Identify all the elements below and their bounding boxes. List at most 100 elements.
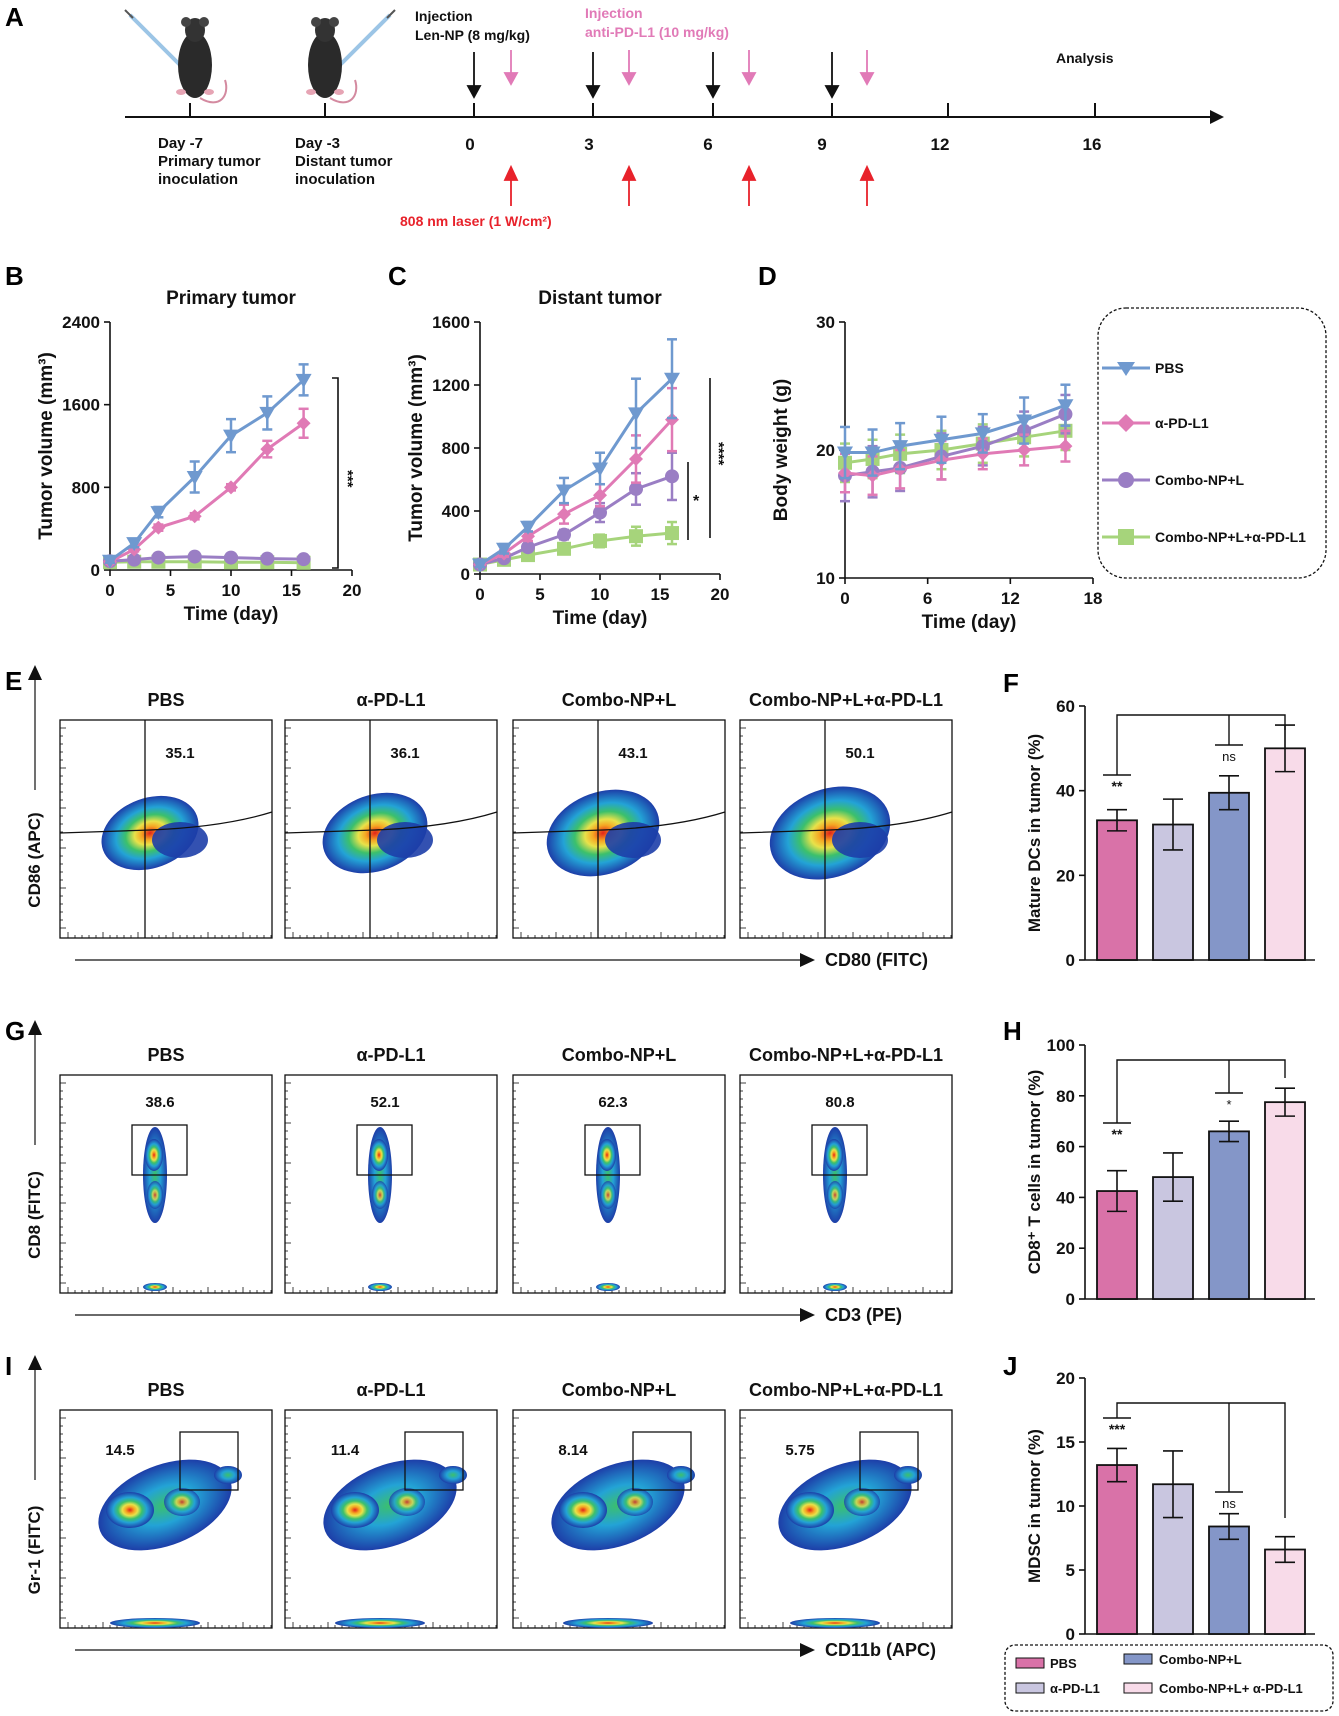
y-tick-label: 15 bbox=[1056, 1433, 1075, 1452]
gate-percentage: 5.75 bbox=[785, 1442, 814, 1459]
flow-plot: PBS 14.5 bbox=[59, 1380, 273, 1629]
y-tick-label: 100 bbox=[1047, 1036, 1075, 1055]
y-tick-label: 400 bbox=[442, 502, 470, 521]
density-cloud bbox=[790, 1618, 880, 1628]
data-point bbox=[127, 552, 142, 567]
data-point bbox=[472, 558, 488, 573]
y-tick-label: 1200 bbox=[432, 376, 470, 395]
gate-percentage: 62.3 bbox=[598, 1094, 627, 1111]
bar bbox=[1208, 791, 1250, 961]
flow-group-title: Combo-NP+L bbox=[562, 690, 677, 710]
legend-label: Combo-NP+L+α-PD-L1 bbox=[1155, 529, 1306, 545]
gate-percentage: 43.1 bbox=[618, 745, 647, 762]
data-point bbox=[102, 554, 118, 569]
quadrant-gate bbox=[284, 811, 498, 834]
flow-group-title: Combo-NP+L+α-PD-L1 bbox=[749, 1380, 943, 1400]
significance-label: ns bbox=[1222, 1496, 1236, 1511]
data-point bbox=[629, 481, 643, 496]
timeline-arrowhead bbox=[1210, 110, 1224, 124]
y-axis-label: CD8⁺ T cells in tumor (%) bbox=[1025, 1070, 1044, 1275]
y-tick-label: 40 bbox=[1056, 782, 1075, 801]
day-label: 16 bbox=[1083, 135, 1102, 154]
panel-label-b: B bbox=[5, 261, 24, 291]
bar bbox=[1208, 1130, 1250, 1300]
density-cloud bbox=[827, 1181, 843, 1209]
gate-box bbox=[859, 1431, 919, 1491]
y-axis-arrowhead bbox=[28, 1355, 42, 1370]
y-tick-label: 60 bbox=[1056, 697, 1075, 716]
panel-label-h: H bbox=[1003, 1016, 1022, 1046]
legend-item: α-PD-L1 bbox=[1102, 414, 1209, 432]
data-point bbox=[295, 373, 312, 388]
significance-label: * bbox=[693, 493, 700, 510]
x-axis-arrowhead bbox=[800, 1308, 815, 1322]
y-tick-label: 5 bbox=[1066, 1561, 1075, 1580]
panel-e: E PBS35.1α-PD-L136.1Combo-NP+L43.1Combo-… bbox=[5, 665, 953, 970]
flow-group-title: Combo-NP+L bbox=[562, 1380, 677, 1400]
day-label: 0 bbox=[465, 135, 474, 154]
legend-item: α-PD-L1 bbox=[1015, 1681, 1100, 1696]
panel-g: G PBS38.6α-PD-L152.1Combo-NP+L62.3Combo-… bbox=[5, 1016, 953, 1325]
data-point bbox=[975, 446, 990, 461]
density-cloud bbox=[152, 822, 208, 858]
y-tick-label: 1600 bbox=[62, 396, 100, 415]
y-axis-label: CD8 (FITC) bbox=[25, 1171, 44, 1259]
panel-label-f: F bbox=[1003, 668, 1019, 698]
panel-b: B 0 800 1600 2400 0 5 10 15 20 Time (day) Tumor vo… bbox=[5, 261, 361, 625]
legend-label: Combo-NP+L+ α-PD-L1 bbox=[1159, 1681, 1303, 1696]
y-tick-label: 0 bbox=[91, 561, 100, 580]
data-point bbox=[593, 505, 607, 520]
day-m3-line1: Day -3 bbox=[295, 135, 340, 152]
y-axis-arrowhead bbox=[28, 665, 42, 680]
data-point bbox=[151, 520, 166, 535]
y-tick-label: 80 bbox=[1056, 1087, 1075, 1106]
panel-label-g: G bbox=[5, 1016, 25, 1046]
x-axis-label: Time (day) bbox=[184, 604, 279, 625]
data-point bbox=[296, 552, 311, 567]
timeline-ticks bbox=[189, 103, 1096, 117]
laser-arrows bbox=[503, 164, 875, 206]
data-point bbox=[521, 540, 535, 555]
bar bbox=[1208, 1525, 1250, 1635]
density-cloud bbox=[372, 1181, 388, 1209]
flow-group-title: α-PD-L1 bbox=[356, 1380, 425, 1400]
series-2 bbox=[103, 549, 311, 569]
data-point bbox=[974, 427, 991, 442]
gate-percentage: 8.14 bbox=[558, 1442, 588, 1459]
series-0 bbox=[472, 338, 680, 573]
y-axis-label: Gr-1 (FITC) bbox=[25, 1506, 44, 1595]
y-tick-label: 20 bbox=[1056, 1369, 1075, 1388]
density-cloud bbox=[605, 822, 661, 858]
x-tick-label: 0 bbox=[105, 581, 114, 600]
gate-percentage: 52.1 bbox=[370, 1094, 399, 1111]
panel-label-a: A bbox=[5, 2, 24, 32]
density-cloud bbox=[617, 1488, 653, 1516]
x-tick-label: 6 bbox=[923, 589, 932, 608]
flow-plot: Combo-NP+L+α-PD-L1 80.8 bbox=[739, 1045, 953, 1294]
x-tick-label: 15 bbox=[282, 581, 301, 600]
legend-label: PBS bbox=[1155, 360, 1184, 376]
density-cloud bbox=[331, 1492, 379, 1528]
data-point bbox=[150, 506, 167, 521]
x-axis-arrowhead bbox=[800, 953, 815, 967]
x-tick-label: 0 bbox=[475, 585, 484, 604]
gate-box bbox=[131, 1124, 188, 1176]
injection-arrows-len bbox=[466, 52, 840, 99]
flow-plot: α-PD-L1 11.4 bbox=[284, 1380, 498, 1629]
injection-arrows-pd bbox=[503, 50, 875, 86]
x-axis-arrowhead bbox=[800, 1643, 815, 1657]
day-m7-line3: inoculation bbox=[158, 171, 238, 188]
flow-plot: Combo-NP+L 8.14 bbox=[512, 1380, 726, 1629]
bar bbox=[1096, 1190, 1138, 1300]
day-label: 9 bbox=[817, 135, 826, 154]
density-cloud bbox=[377, 822, 433, 858]
day-m7-line2: Primary tumor bbox=[158, 153, 261, 170]
data-point bbox=[628, 407, 644, 422]
gate-box bbox=[404, 1431, 464, 1491]
series-0 bbox=[102, 363, 312, 569]
density-cloud bbox=[147, 1181, 163, 1209]
day-label: 3 bbox=[584, 135, 593, 154]
flow-plot-frame bbox=[59, 1074, 273, 1294]
day-labels: 0 3 6 9 12 16 bbox=[465, 135, 1101, 154]
y-tick-label: 40 bbox=[1056, 1188, 1075, 1207]
